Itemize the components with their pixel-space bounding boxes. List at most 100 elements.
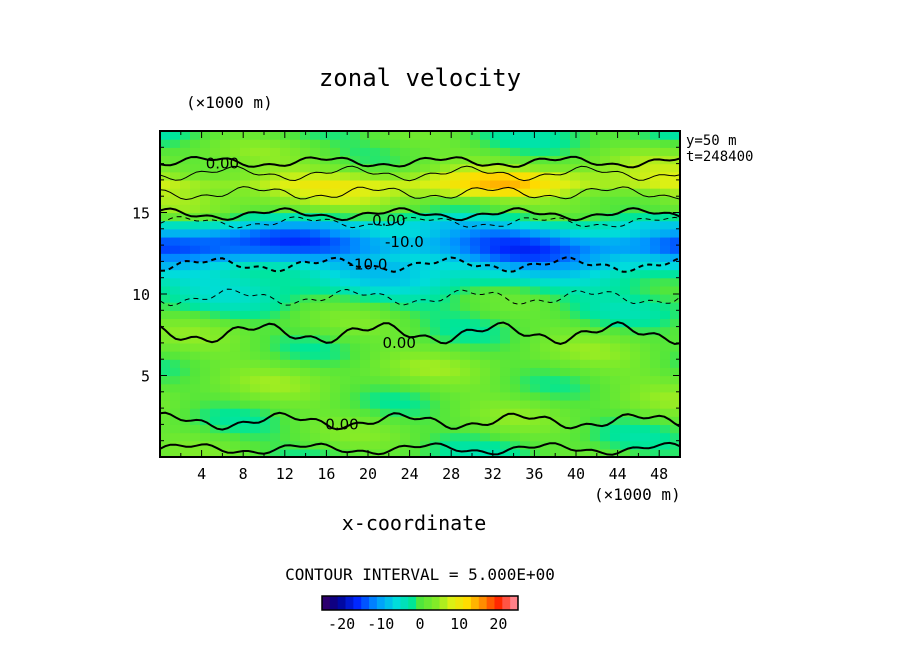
field-cell [390, 310, 401, 320]
field-cell [440, 131, 451, 140]
field-cell [570, 285, 581, 295]
contour-interval-text: CONTOUR INTERVAL = 5.000E+00 [285, 565, 555, 584]
field-cell [360, 334, 371, 344]
field-cell [480, 171, 491, 181]
field-cell [240, 179, 251, 189]
field-cell [470, 131, 481, 140]
field-cell [500, 310, 511, 320]
field-cell [520, 269, 531, 279]
field-cell [180, 253, 191, 262]
field-cell [360, 155, 371, 165]
field-cell [570, 220, 581, 230]
field-cell [290, 367, 301, 377]
field-cell [260, 408, 271, 417]
field-cell [210, 448, 221, 457]
field-cell [480, 310, 491, 320]
field-cell [380, 310, 391, 320]
field-cell [180, 302, 191, 311]
field-cell [440, 416, 451, 425]
field-cell [530, 253, 541, 262]
field-cell [310, 351, 321, 360]
field-cell [210, 375, 221, 385]
field-cell [420, 302, 431, 311]
field-cell [470, 310, 481, 320]
field-cell [390, 245, 401, 254]
field-cell [470, 408, 481, 417]
field-cell [670, 342, 680, 352]
x-tick-label: 16 [317, 465, 335, 483]
field-cell [570, 269, 581, 279]
field-cell [600, 391, 611, 401]
field-cell [270, 326, 281, 336]
field-cell [440, 269, 451, 279]
field-cell [290, 375, 301, 385]
field-cell [460, 416, 471, 425]
field-cell [490, 359, 501, 368]
field-cell [500, 277, 511, 287]
field-cell [320, 253, 331, 262]
field-cell [630, 196, 641, 205]
field-cell [180, 432, 191, 442]
field-cell [310, 261, 321, 271]
field-cell [210, 391, 221, 401]
field-cell [600, 318, 611, 328]
field-cell [390, 334, 401, 344]
field-cell [370, 228, 381, 238]
field-cell [620, 269, 631, 279]
field-cell [330, 147, 341, 157]
field-cell [200, 220, 211, 230]
field-cell [290, 326, 301, 336]
field-cell [160, 261, 171, 271]
field-cell [490, 131, 501, 140]
field-cell [190, 220, 201, 230]
field-cell [410, 228, 421, 238]
field-cell [490, 155, 501, 165]
field-cell [440, 245, 451, 254]
field-cell [230, 220, 241, 230]
field-cell [160, 416, 171, 425]
x-tick-label: 4 [197, 465, 206, 483]
field-cell [400, 228, 411, 238]
field-cell [270, 408, 281, 417]
field-cell [650, 448, 661, 457]
x-axis-unit-label: (×1000 m) [594, 485, 681, 504]
field-cell [360, 179, 371, 189]
field-cell [170, 277, 181, 287]
field-cell [340, 147, 351, 157]
field-cell [530, 245, 541, 254]
field-cell [400, 294, 411, 303]
field-cell [460, 318, 471, 328]
field-cell [660, 408, 671, 417]
field-cell [320, 399, 331, 409]
field-cell [540, 334, 551, 344]
field-cell [620, 351, 631, 360]
field-cell [410, 391, 421, 401]
field-cell [320, 228, 331, 238]
field-cell [340, 236, 351, 246]
field-cell [540, 236, 551, 246]
field-cell [580, 351, 591, 360]
field-cell [310, 294, 321, 303]
field-cell [250, 375, 261, 385]
field-cell [410, 351, 421, 360]
field-cell [280, 383, 291, 393]
field-cell [210, 399, 221, 409]
field-cell [560, 245, 571, 254]
field-cell [630, 163, 641, 173]
field-cell [490, 318, 501, 328]
field-cell [570, 310, 581, 320]
field-cell [440, 367, 451, 377]
field-cell [420, 424, 431, 434]
field-cell [290, 220, 301, 230]
field-cell [330, 326, 341, 336]
field-cell [260, 310, 271, 320]
field-cell [470, 171, 481, 181]
field-cell [330, 277, 341, 287]
field-cell [610, 196, 621, 205]
field-cell [240, 139, 251, 148]
field-cell [590, 416, 601, 425]
field-cell [550, 228, 561, 238]
field-cell [360, 147, 371, 157]
field-cell [400, 383, 411, 393]
field-cell [470, 342, 481, 352]
